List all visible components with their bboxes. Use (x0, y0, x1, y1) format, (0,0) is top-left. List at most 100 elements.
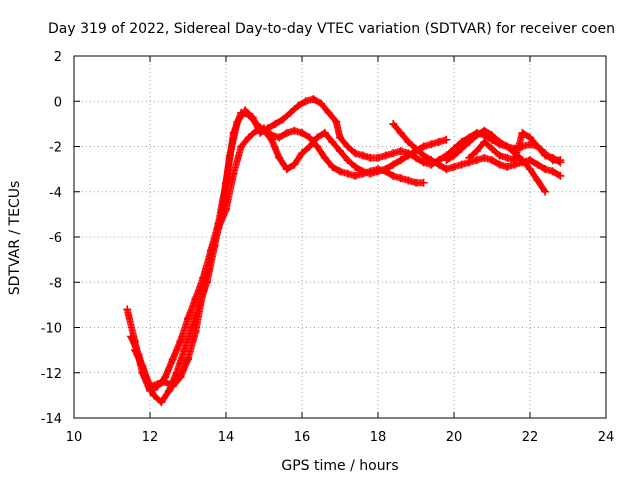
data-point (343, 156, 352, 165)
data-point (548, 153, 557, 162)
data-point (495, 160, 504, 169)
y-tick-label: 0 (54, 95, 62, 110)
data-point (149, 391, 158, 400)
data-point (495, 137, 504, 146)
data-point (317, 99, 325, 108)
data-point (472, 147, 481, 156)
data-point (233, 117, 242, 126)
data-point (298, 128, 306, 137)
data-point (381, 151, 390, 160)
data-point (305, 133, 314, 142)
data-point (472, 156, 481, 165)
data-point (275, 153, 284, 162)
data-point (184, 355, 192, 364)
data-point (533, 176, 542, 185)
data-point (457, 160, 466, 169)
data-point (526, 133, 534, 142)
data-point (396, 147, 405, 156)
data-point (168, 382, 177, 391)
data-point (396, 128, 405, 137)
data-point (556, 171, 565, 180)
data-point (442, 135, 451, 144)
data-point (336, 133, 344, 142)
data-point (328, 137, 337, 146)
data-point (161, 377, 170, 386)
data-point (260, 124, 268, 133)
data-point (229, 169, 238, 178)
data-point (241, 106, 249, 115)
x-axis-label: GPS time / hours (281, 458, 398, 474)
data-point (488, 131, 496, 140)
x-tick-label: 14 (218, 430, 235, 445)
data-point (282, 165, 291, 174)
data-point (358, 169, 367, 178)
data-point (191, 328, 200, 337)
data-point (533, 142, 542, 151)
data-point (305, 142, 314, 151)
data-point (176, 373, 185, 382)
data-point (556, 158, 565, 167)
data-point (320, 153, 329, 162)
data-point (518, 128, 527, 137)
data-point (176, 337, 185, 346)
data-point (351, 171, 360, 180)
data-point (434, 137, 443, 146)
data-point (366, 167, 375, 176)
data-point (503, 162, 512, 171)
data-point (286, 108, 295, 117)
data-point (180, 346, 189, 355)
grid (74, 56, 606, 418)
data-point (419, 178, 428, 187)
data-point (396, 156, 405, 165)
data-point (290, 160, 299, 169)
data-point (252, 126, 261, 135)
x-tick-label: 20 (446, 430, 463, 445)
data-point (206, 251, 215, 260)
data-point (328, 162, 337, 171)
series-track-6 (465, 128, 565, 167)
data-point (279, 115, 287, 124)
y-tick-label: -10 (41, 322, 62, 337)
data-point (222, 205, 230, 214)
data-point (351, 149, 360, 158)
data-point (465, 137, 474, 146)
data-point (130, 346, 139, 355)
data-point (503, 142, 512, 151)
data-point (419, 158, 428, 167)
data-point (313, 133, 322, 142)
data-point (157, 398, 166, 407)
data-point (533, 160, 542, 169)
data-point (127, 332, 135, 341)
data-point (450, 162, 458, 171)
data-point (412, 144, 420, 153)
data-point (404, 149, 413, 158)
y-tick-label: -8 (49, 276, 62, 291)
data-point (518, 158, 527, 167)
data-point (351, 162, 360, 171)
data-point (457, 144, 466, 153)
data-point (472, 131, 481, 140)
data-point (138, 361, 147, 370)
data-point (427, 156, 436, 165)
x-tick-label: 24 (598, 430, 615, 445)
x-tick-label: 22 (522, 430, 539, 445)
data-point (389, 171, 398, 180)
y-tick-label: 2 (54, 50, 62, 65)
data-point (168, 355, 177, 364)
data-point (503, 153, 512, 162)
data-point (199, 287, 208, 296)
series-track-4 (389, 119, 565, 180)
data-point (301, 97, 310, 106)
x-tick-label: 10 (66, 430, 83, 445)
data-point (488, 144, 496, 153)
data-point (313, 142, 322, 151)
data-point (434, 160, 443, 169)
data-point (404, 137, 413, 146)
y-tick-label: -6 (49, 231, 62, 246)
data-point (526, 156, 534, 165)
data-point (419, 142, 428, 151)
data-point (396, 174, 405, 183)
data-point (526, 165, 534, 174)
data-point (332, 117, 341, 126)
